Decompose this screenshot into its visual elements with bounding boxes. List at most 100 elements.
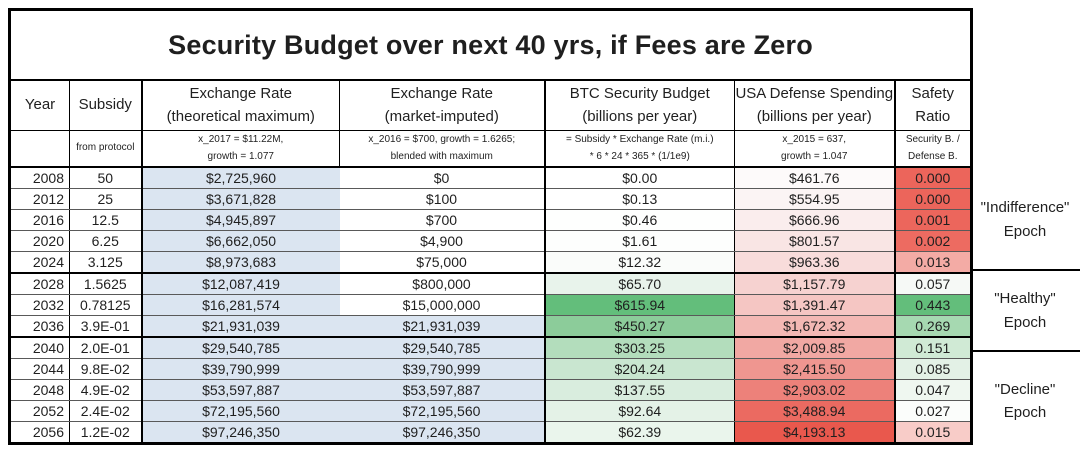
table-row: 2052 2.4E-02 $72,195,560 $72,195,560 $92.64 $…	[9, 400, 972, 422]
cell-year: 2016	[9, 209, 70, 231]
title-row: Security Budget over next 40 yrs, if Fee…	[9, 9, 972, 81]
cell-safety: 0.002	[894, 230, 972, 252]
cell-usa: $2,415.50	[734, 358, 896, 380]
epoch-labels: "Indifference" Epoch "Healthy" Epoch "Declin…	[970, 170, 1080, 451]
cell-subsidy: 6.25	[69, 230, 143, 252]
cell-subsidy: 0.78125	[69, 294, 143, 316]
table-row: 2048 4.9E-02 $53,597,887 $53,597,887 $137.55…	[9, 379, 972, 401]
formula-exchange-rate-max: x_2017 = $11.22M, growth = 1.077	[141, 130, 340, 168]
table-row: 2032 0.78125 $16,281,574 $15,000,000 $615.94…	[9, 294, 972, 316]
cell-year: 2048	[9, 379, 70, 401]
cell-safety: 0.443	[894, 294, 972, 316]
table-row: 2020 6.25 $6,662,050 $4,900 $1.61 $801.57 0.00…	[9, 230, 972, 252]
security-budget-table: Security Budget over next 40 yrs, if Fee…	[8, 8, 974, 445]
table-row: 2016 12.5 $4,945,897 $700 $0.46 $666.96 0.001	[9, 209, 972, 231]
cell-subsidy: 9.8E-02	[69, 358, 143, 380]
table-row: 2024 3.125 $8,973,683 $75,000 $12.32 $963.36 0…	[9, 251, 972, 274]
cell-year: 2036	[9, 315, 70, 338]
cell-btc: $204.24	[544, 358, 735, 380]
table-row: 2056 1.2E-02 $97,246,350 $97,246,350 $62.39 $…	[9, 421, 972, 444]
cell-safety: 0.151	[894, 336, 972, 359]
epoch-label-line1: "Healthy"	[994, 290, 1056, 308]
cell-er_mkt: $97,246,350	[339, 421, 546, 444]
table-row: 2040 2.0E-01 $29,540,785 $29,540,785 $303.25…	[9, 336, 972, 359]
cell-subsidy: 50	[69, 167, 143, 189]
cell-year: 2040	[9, 336, 70, 359]
cell-er_max: $72,195,560	[141, 400, 340, 422]
cell-safety: 0.057	[894, 272, 972, 295]
cell-safety: 0.269	[894, 315, 972, 338]
table-row: 2012 25 $3,671,828 $100 $0.13 $554.95 0.000	[9, 188, 972, 210]
cell-safety: 0.000	[894, 188, 972, 210]
col-header-usa-defense-spending: USA Defense Spending (billions per year)	[734, 80, 896, 131]
cell-safety: 0.047	[894, 379, 972, 401]
cell-btc: $0.00	[544, 167, 735, 189]
cell-year: 2012	[9, 188, 70, 210]
cell-btc: $450.27	[544, 315, 735, 338]
cell-er_max: $4,945,897	[141, 209, 340, 231]
cell-er_mkt: $39,790,999	[339, 358, 546, 380]
col-header-btc-security-budget: BTC Security Budget (billions per year)	[544, 80, 735, 131]
cell-safety: 0.000	[894, 167, 972, 189]
cell-subsidy: 12.5	[69, 209, 143, 231]
cell-btc: $615.94	[544, 294, 735, 316]
cell-er_max: $53,597,887	[141, 379, 340, 401]
cell-usa: $554.95	[734, 188, 896, 210]
epoch-label-line1: "Indifference"	[980, 199, 1070, 217]
cell-btc: $12.32	[544, 251, 735, 274]
cell-subsidy: 1.5625	[69, 272, 143, 295]
cell-year: 2044	[9, 358, 70, 380]
cell-btc: $0.46	[544, 209, 735, 231]
cell-er_mkt: $4,900	[339, 230, 546, 252]
cell-usa: $3,488.94	[734, 400, 896, 422]
cell-year: 2052	[9, 400, 70, 422]
cell-btc: $65.70	[544, 272, 735, 295]
epoch-label: "Indifference" Epoch	[970, 170, 1080, 272]
cell-er_mkt: $21,931,039	[339, 315, 546, 338]
epoch-label-line1: "Decline"	[994, 381, 1056, 399]
cell-usa: $2,009.85	[734, 336, 896, 359]
formula-usa-defense-spending: x_2015 = 637, growth = 1.047	[734, 130, 896, 168]
cell-btc: $137.55	[544, 379, 735, 401]
table-row: 2036 3.9E-01 $21,931,039 $21,931,039 $450.27…	[9, 315, 972, 338]
cell-er_max: $6,662,050	[141, 230, 340, 252]
cell-usa: $963.36	[734, 251, 896, 274]
cell-usa: $1,391.47	[734, 294, 896, 316]
cell-btc: $92.64	[544, 400, 735, 422]
cell-usa: $1,157.79	[734, 272, 896, 295]
cell-subsidy: 3.9E-01	[69, 315, 143, 338]
cell-er_max: $12,087,419	[141, 272, 340, 295]
col-header-subsidy: Subsidy	[69, 80, 143, 131]
cell-er_mkt: $700	[339, 209, 546, 231]
formula-subsidy: from protocol	[69, 130, 143, 168]
cell-year: 2008	[9, 167, 70, 189]
cell-year: 2032	[9, 294, 70, 316]
col-header-year: Year	[9, 80, 70, 131]
cell-er_mkt: $0	[339, 167, 546, 189]
cell-er_max: $21,931,039	[141, 315, 340, 338]
formula-safety-ratio: Security B. / Defense B.	[894, 130, 972, 168]
table-row: 2008 50 $2,725,960 $0 $0.00 $461.76 0.000	[9, 167, 972, 189]
cell-usa: $1,672.32	[734, 315, 896, 338]
cell-btc: $303.25	[544, 336, 735, 359]
cell-safety: 0.027	[894, 400, 972, 422]
formula-year	[9, 130, 70, 168]
cell-er_max: $29,540,785	[141, 336, 340, 359]
cell-er_mkt: $800,000	[339, 272, 546, 295]
cell-usa: $2,903.02	[734, 379, 896, 401]
table-row: 2028 1.5625 $12,087,419 $800,000 $65.70 $1,15…	[9, 272, 972, 295]
table-row: 2044 9.8E-02 $39,790,999 $39,790,999 $204.24…	[9, 358, 972, 380]
col-header-exchange-rate-market: Exchange Rate (market-imputed)	[339, 80, 546, 131]
cell-er_max: $39,790,999	[141, 358, 340, 380]
column-header-row: Year Subsidy Exchange Rate (theoretical …	[9, 80, 972, 131]
epoch-label: "Healthy" Epoch	[970, 271, 1080, 352]
cell-er_mkt: $75,000	[339, 251, 546, 274]
cell-usa: $666.96	[734, 209, 896, 231]
col-header-safety-ratio: Safety Ratio	[894, 80, 972, 131]
cell-safety: 0.013	[894, 251, 972, 274]
cell-subsidy: 4.9E-02	[69, 379, 143, 401]
cell-er_max: $2,725,960	[141, 167, 340, 189]
page-title: Security Budget over next 40 yrs, if Fee…	[9, 9, 972, 81]
cell-er_mkt: $29,540,785	[339, 336, 546, 359]
